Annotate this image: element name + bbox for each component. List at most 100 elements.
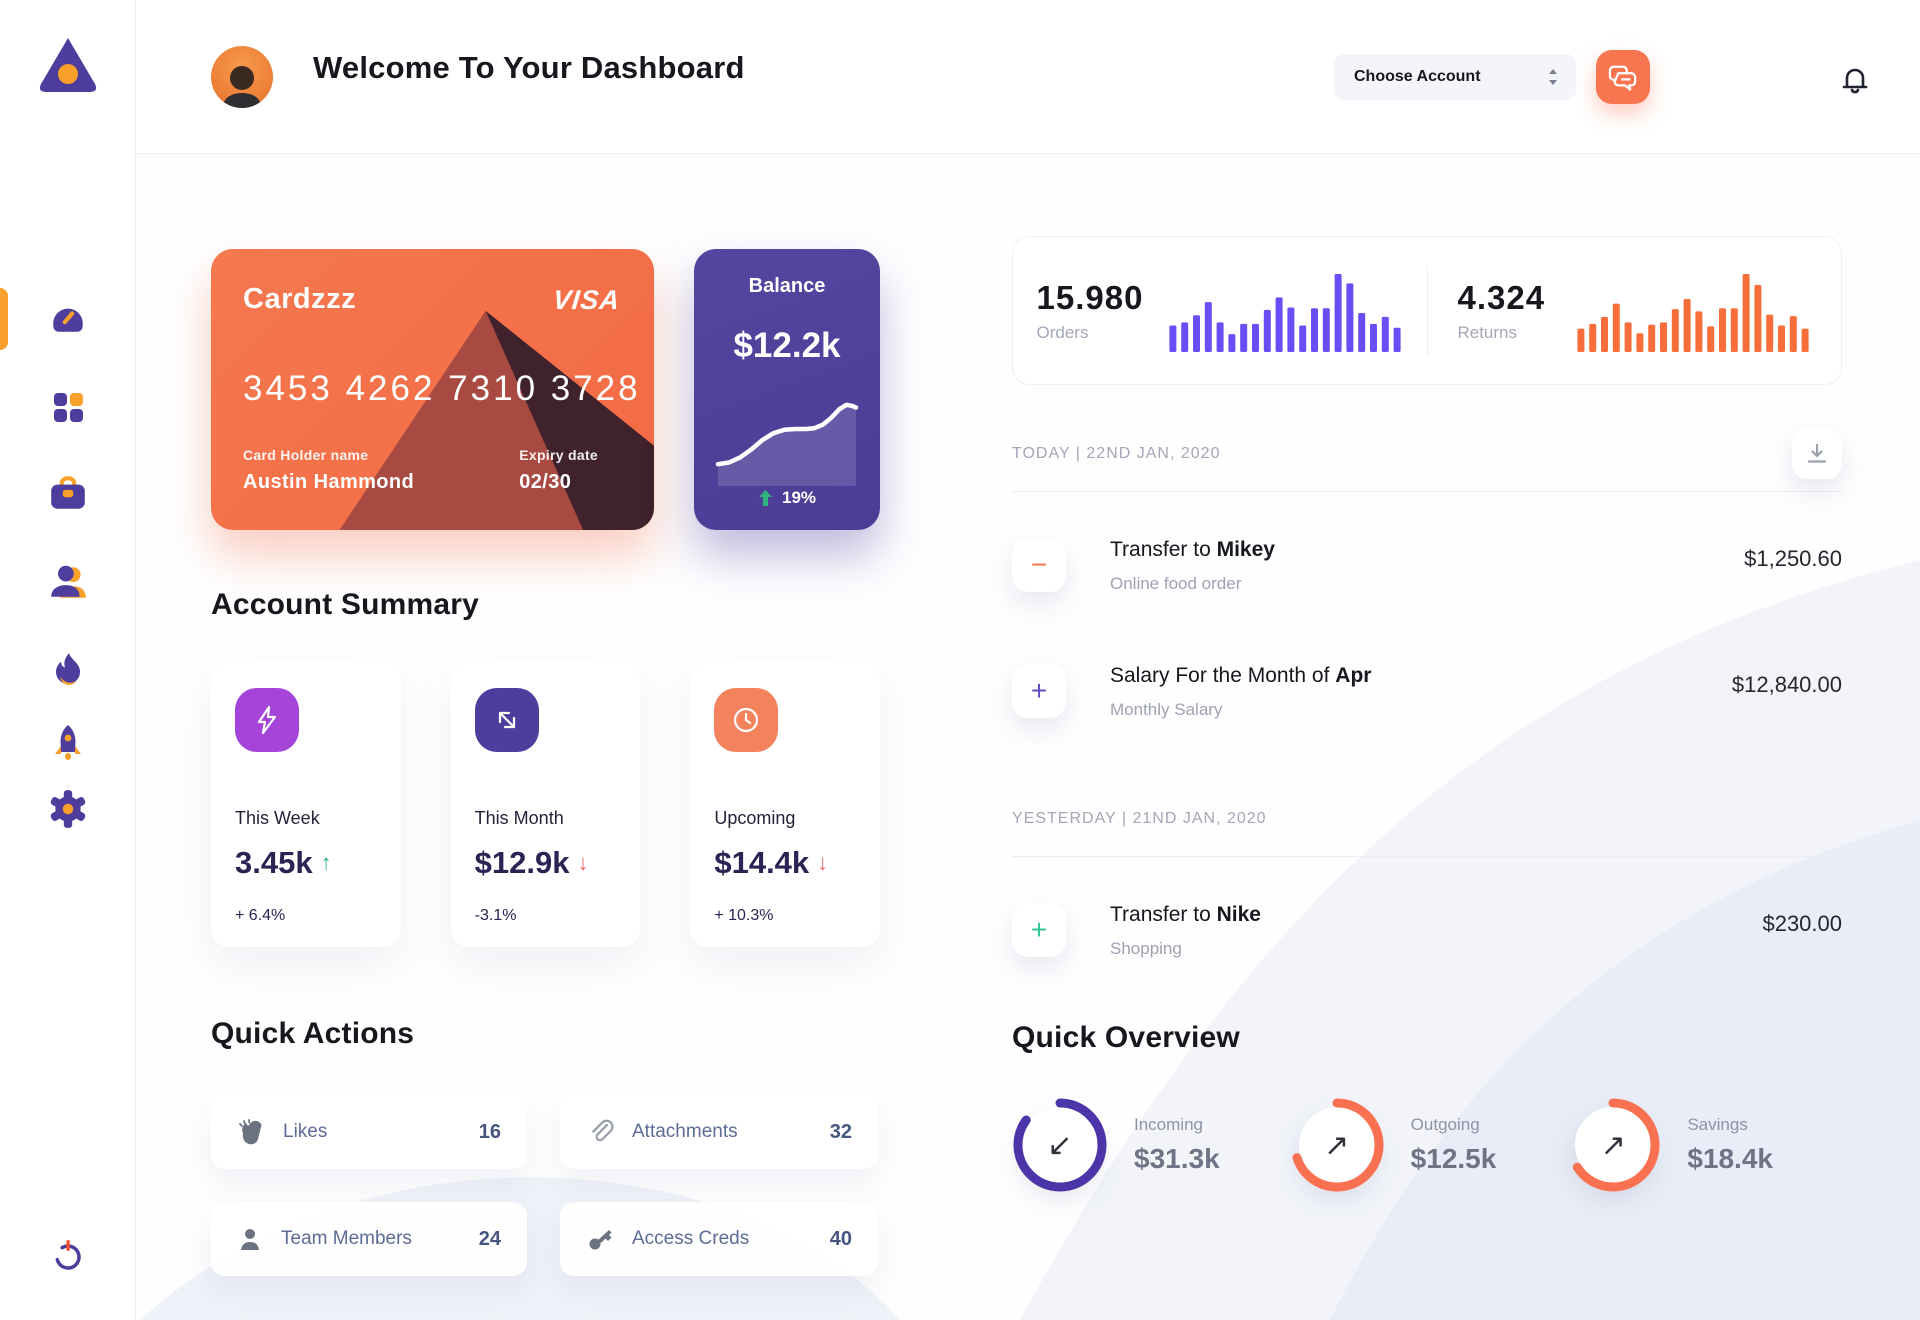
quick-action-likes[interactable]: Likes 16: [211, 1095, 527, 1169]
transaction-row-mikey[interactable]: − Transfer to Mikey Online food order $1…: [1012, 538, 1842, 594]
app-logo[interactable]: [33, 30, 103, 100]
quick-action-value: 24: [478, 1227, 501, 1250]
quick-action-label: Access Creds: [632, 1228, 750, 1249]
chevron-up-down-icon: [1549, 69, 1557, 85]
sidebar-item-projects[interactable]: [45, 470, 91, 516]
outgoing-ring: ↗: [1289, 1097, 1385, 1193]
quick-overview-title: Quick Overview: [1012, 1021, 1240, 1054]
bell-icon: [1842, 68, 1868, 94]
rocket-icon: [55, 725, 81, 760]
quick-action-label: Team Members: [281, 1228, 412, 1249]
overview-savings: ↗ Savings $18.4k: [1565, 1097, 1842, 1193]
quick-action-access-creds[interactable]: Access Creds 40: [560, 1202, 878, 1276]
summary-label: This Week: [235, 808, 320, 828]
flame-icon: [56, 653, 80, 686]
sidebar-item-settings[interactable]: [45, 786, 91, 832]
sidebar-item-launch[interactable]: [45, 720, 91, 766]
quick-action-team-members[interactable]: Team Members 24: [211, 1202, 527, 1276]
balance-label: Balance: [748, 275, 826, 297]
visa-logo: VISA: [551, 285, 622, 315]
grid-icon: [54, 393, 83, 422]
transaction-row-nike[interactable]: + Transfer to Nike Shopping $230.00: [1012, 903, 1842, 959]
orders-returns-card: 15.980 Orders 4.324 Returns: [1012, 236, 1842, 385]
trend-down-icon: ↓: [577, 850, 589, 875]
overview-value: $31.3k: [1134, 1143, 1220, 1174]
returns-value: 4.324: [1457, 278, 1546, 316]
power-icon: [55, 1240, 81, 1270]
summary-label: This Month: [474, 808, 564, 828]
returns-stat: 4.324 Returns: [1428, 237, 1842, 384]
sidebar-item-team[interactable]: [45, 559, 91, 605]
summary-percent: -3.1%: [474, 907, 517, 924]
date-row-yesterday: YESTERDAY | 21ND JAN, 2020: [1012, 794, 1842, 844]
transaction-amount: $230.00: [1762, 911, 1842, 936]
card-expiry-date: 02/30: [519, 471, 572, 493]
account-summary-title: Account Summary: [211, 588, 480, 621]
returns-bar-chart: [1577, 273, 1809, 352]
quick-action-label: Attachments: [632, 1121, 738, 1142]
paperclip-icon: [592, 1119, 614, 1142]
divider: [1012, 491, 1842, 492]
transaction-amount: $1,250.60: [1744, 546, 1842, 571]
card-brand: Cardzzz: [243, 283, 357, 315]
sidebar-item-dashboard[interactable]: [45, 294, 91, 340]
incoming-donut-chart: [1013, 1098, 1107, 1192]
sidebar-item-trending[interactable]: [45, 647, 91, 693]
transaction-title: Transfer to Nike: [1110, 903, 1261, 926]
diagonal-arrows-icon: [474, 688, 539, 752]
overview-label: Outgoing: [1410, 1115, 1480, 1134]
key-icon: [589, 1230, 612, 1250]
savings-ring: ↗: [1565, 1097, 1661, 1193]
incoming-ring: ↙: [1012, 1097, 1108, 1193]
trend-up-icon: ↑: [320, 850, 332, 875]
balance-change-value: 19%: [781, 488, 817, 507]
download-button[interactable]: [1792, 429, 1842, 479]
summary-card-this-month[interactable]: This Month $12.9k ↓ -3.1%: [450, 662, 641, 947]
orders-bar-chart: [1169, 273, 1401, 352]
lightning-icon: [235, 688, 299, 752]
gear-icon: [50, 790, 86, 828]
briefcase-icon: [51, 476, 85, 509]
speedometer-icon: [53, 308, 83, 332]
orders-stat: 15.980 Orders: [1013, 237, 1427, 384]
overview-outgoing: ↗ Outgoing $12.5k: [1289, 1097, 1566, 1193]
summary-value: $14.4k ↓: [714, 845, 829, 880]
quick-actions-grid: Likes 16 Attachments 32 Team Members 24: [211, 1095, 880, 1276]
balance-change: 19%: [694, 488, 880, 508]
plus-icon: +: [1012, 903, 1066, 957]
summary-percent: + 6.4%: [235, 907, 286, 924]
transaction-amount: $12,840.00: [1731, 672, 1842, 697]
summary-card-this-week[interactable]: This Week 3.45k ↑ + 6.4%: [211, 662, 401, 947]
transaction-row-salary[interactable]: + Salary For the Month of Apr Monthly Sa…: [1012, 664, 1842, 720]
sidebar-item-apps[interactable]: [45, 384, 91, 430]
credit-card[interactable]: Cardzzz VISA 3453 4262 7310 3728 Card Ho…: [211, 249, 654, 530]
trend-down-icon: ↓: [817, 850, 829, 875]
notifications-button[interactable]: [1839, 62, 1871, 96]
user-avatar[interactable]: [211, 46, 273, 108]
arrow-up-right-icon: ↗: [1324, 1127, 1350, 1163]
messages-button[interactable]: [1596, 50, 1650, 104]
summary-card-upcoming[interactable]: Upcoming $14.4k ↓ + 10.3%: [690, 662, 881, 947]
quick-action-attachments[interactable]: Attachments 32: [560, 1095, 878, 1169]
summary-label: Upcoming: [714, 808, 796, 828]
account-select[interactable]: Choose Account: [1334, 54, 1576, 100]
sidebar-item-logout[interactable]: [45, 1232, 91, 1278]
card-holder-block: Card Holder name Austin Hammond: [243, 447, 414, 494]
summary-row: This Week 3.45k ↑ + 6.4% This Month $12.…: [211, 662, 881, 947]
overview-label: Savings: [1687, 1115, 1748, 1134]
returns-label: Returns: [1457, 322, 1517, 342]
card-expiry-label: Expiry date: [519, 447, 598, 463]
transaction-info: Transfer to Mikey Online food order: [1110, 538, 1275, 594]
quick-action-value: 32: [829, 1120, 852, 1143]
balance-value: $12.2k: [733, 326, 841, 365]
logo-triangle-icon: [39, 38, 97, 92]
card-number: 3453 4262 7310 3728: [243, 369, 641, 408]
balance-card[interactable]: Balance $12.2k 19%: [694, 249, 880, 530]
account-select-label: Choose Account: [1354, 68, 1481, 85]
transaction-subtitle: Monthly Salary: [1110, 700, 1223, 719]
card-holder-name: Austin Hammond: [243, 471, 415, 493]
overview-value: $12.5k: [1410, 1143, 1497, 1174]
minus-icon: −: [1012, 538, 1066, 592]
orders-value: 15.980: [1036, 278, 1144, 316]
